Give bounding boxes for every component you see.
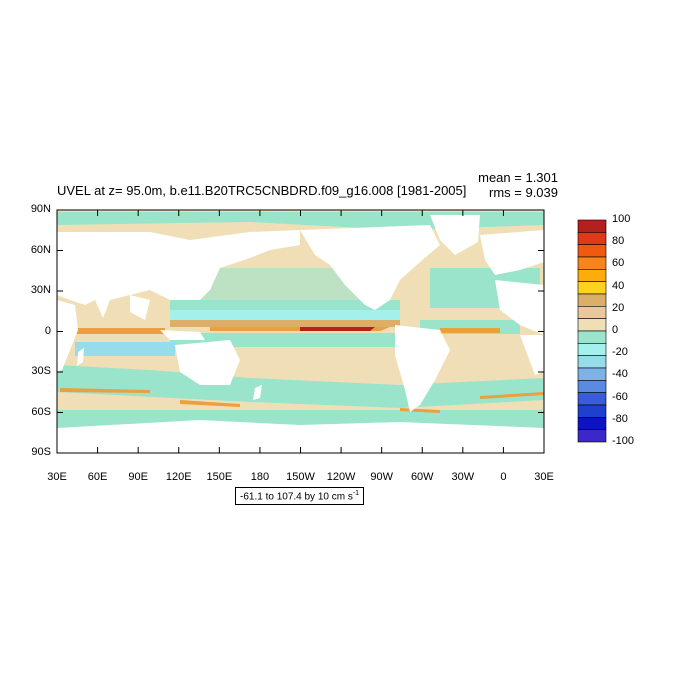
colorbar-swatch [577,330,607,344]
colorbar-label: 80 [612,235,625,248]
lon-tick-label: 120W [326,471,356,483]
colorbar-swatch [577,392,607,406]
lon-tick-label: 120E [165,471,192,483]
colorbar-label: 20 [612,301,625,314]
colorbar-label: -40 [612,368,628,381]
range-unit-superscript: -1 [352,490,360,497]
colorbar-swatch [577,293,607,307]
lon-tick-label: 60W [410,471,434,483]
lat-tick-label: 90S [31,446,51,458]
lat-tick-label: 60S [31,405,51,418]
contour-range-label: -61.1 to 107.4 by 10 cm s-1 [235,487,365,506]
lon-tick-label: 30E [47,471,67,483]
lon-tick-label: 60E [87,471,108,483]
colorbar-label: 60 [612,257,625,270]
colorbar [577,219,607,443]
axis-ticks [56,209,545,454]
rms-stat: rms = 9.039 [488,185,558,200]
lon-tick-label: 180 [250,471,270,483]
colorbar-swatch [577,232,607,245]
colorbar-swatch [577,417,607,430]
colorbar-label: 100 [612,213,631,225]
plot-title: UVEL at z= 95.0m, b.e11.B20TRC5CNBDRD.f0… [57,183,467,198]
colorbar-swatch [577,367,607,381]
colorbar-swatch [577,355,607,369]
lat-tick-label: 60N [30,243,51,256]
ocean-field [57,210,544,453]
colorbar-swatch [577,219,607,233]
lon-tick-label: 30E [534,471,554,483]
lon-tick-label: 90E [128,471,148,483]
lon-tick-label: 90W [370,471,393,483]
range-text: -61.1 to 107.4 by 10 cm s [240,491,353,503]
colorbar-swatch [577,256,607,270]
lat-tick-label: 90N [30,203,51,215]
mean-stat: mean = 1.301 [478,170,558,185]
colorbar-swatch [577,306,607,319]
lat-tick-label: 0 [44,324,51,337]
colorbar-label: 0 [612,324,619,336]
lon-tick-label: 150E [206,471,233,483]
colorbar-label: 40 [612,279,625,292]
colorbar-swatch [577,269,607,282]
colorbar-swatch [577,318,607,332]
colorbar-label: -100 [612,435,635,447]
colorbar-swatch [577,244,607,258]
colorbar-label: -80 [612,412,628,425]
colorbar-swatch [577,380,607,393]
lon-tick-label: 0 [500,471,507,483]
colorbar-label: -60 [612,390,628,403]
lon-tick-label: 30W [451,471,475,483]
colorbar-swatch [577,404,607,418]
lat-tick-label: 30N [30,284,51,296]
colorbar-swatch [577,281,607,295]
colorbar-swatch [577,429,607,443]
colorbar-swatch [577,343,607,356]
lat-tick-label: 30S [31,365,51,377]
colorbar-label: -20 [612,346,628,359]
lon-tick-label: 150W [286,471,315,483]
